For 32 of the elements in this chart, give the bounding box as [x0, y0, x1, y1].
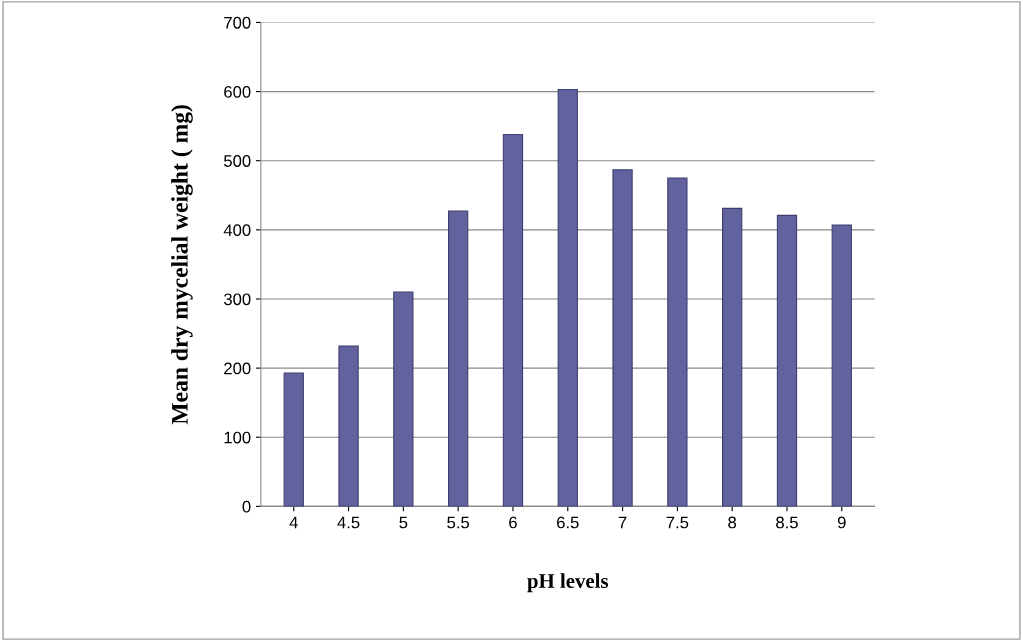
x-tick-label: 4: [289, 516, 298, 529]
x-tick-label: 5: [399, 516, 408, 529]
bar: [502, 133, 524, 507]
x-tick-label: 7.5: [666, 516, 689, 529]
bar: [283, 372, 304, 507]
x-tick-label: 7: [618, 516, 627, 529]
bar: [448, 210, 469, 507]
bar: [612, 169, 633, 507]
x-axis-title: pH levels: [527, 573, 609, 593]
y-tick-label: 600: [224, 85, 251, 98]
bar: [557, 88, 578, 507]
bar: [393, 291, 414, 507]
y-tick-label: 0: [242, 500, 251, 513]
y-tick-label: 500: [224, 155, 251, 167]
bar: [722, 207, 743, 507]
y-tick-label: 700: [224, 16, 251, 29]
y-tick-label: 100: [224, 431, 251, 444]
x-tick-label: 8.5: [776, 516, 798, 529]
y-tick-label: 200: [224, 362, 251, 375]
y-tick-label: 300: [223, 293, 251, 306]
bar: [338, 345, 359, 507]
x-tick-label: 5.5: [447, 516, 470, 529]
x-tick-label: 9: [837, 516, 846, 529]
y-axis-title: Mean dry mycelial weight ( mg): [171, 105, 193, 425]
bar: [667, 177, 688, 507]
bar: [776, 214, 798, 507]
y-tick-label: 400: [223, 224, 251, 237]
x-tick-label: 6.5: [557, 516, 579, 529]
x-tick-label: 8: [728, 516, 737, 529]
x-tick-label: 4.5: [337, 516, 360, 529]
bar: [831, 224, 852, 507]
x-tick-label: 6: [509, 516, 517, 529]
